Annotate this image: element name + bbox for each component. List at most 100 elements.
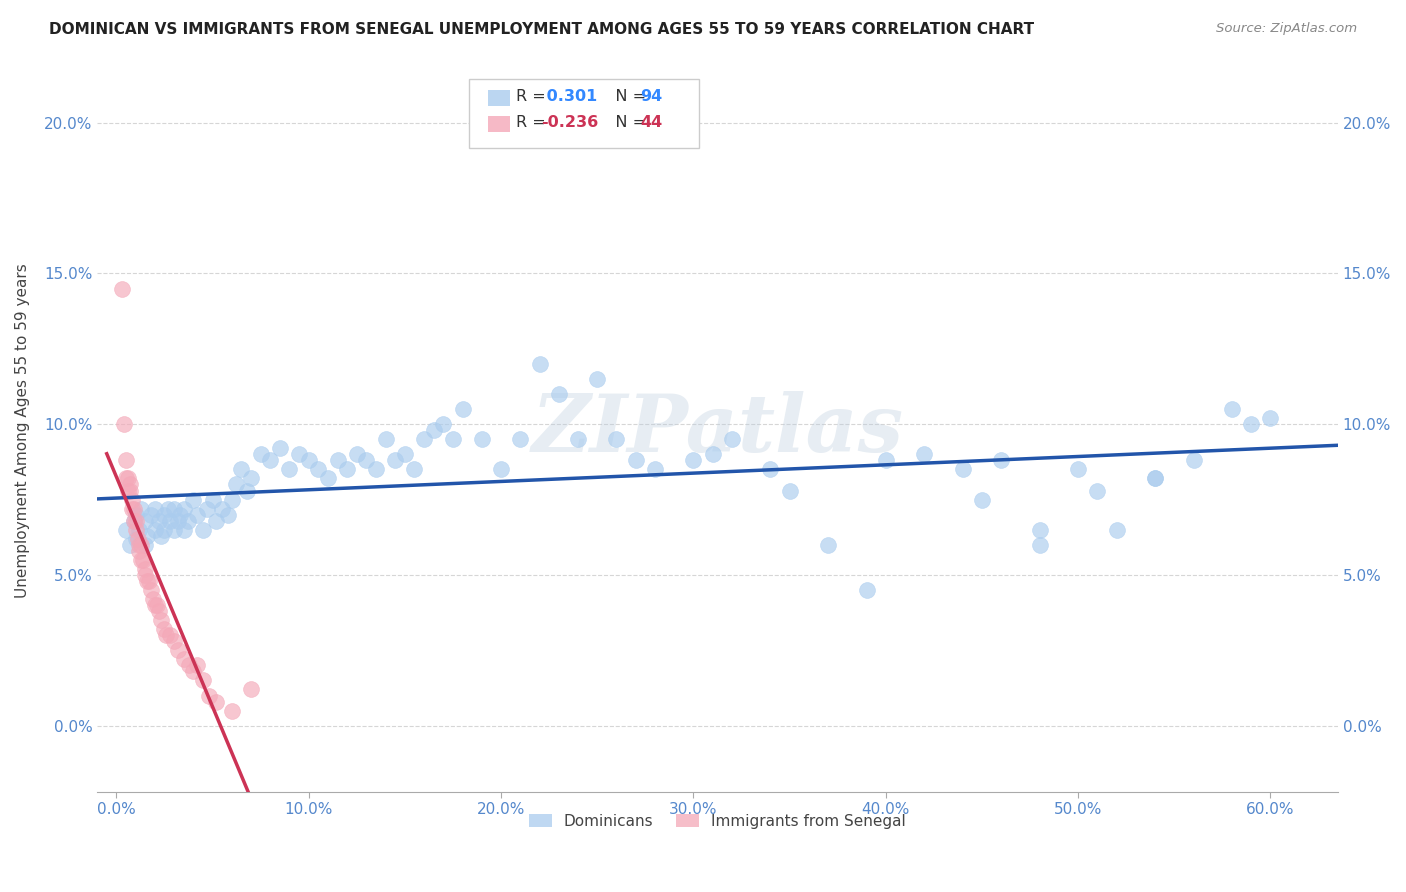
Point bbox=[1144, 471, 1167, 485]
Point bbox=[1028, 523, 1050, 537]
Point bbox=[1260, 411, 1282, 425]
Point bbox=[221, 492, 243, 507]
Point bbox=[153, 622, 176, 636]
Point bbox=[1220, 402, 1243, 417]
Point bbox=[211, 501, 233, 516]
Point bbox=[131, 501, 153, 516]
Point bbox=[441, 432, 464, 446]
Point bbox=[128, 544, 150, 558]
Bar bbox=[488, 116, 510, 132]
Point bbox=[1085, 483, 1108, 498]
Point bbox=[163, 523, 186, 537]
Point bbox=[356, 453, 378, 467]
Point bbox=[128, 523, 150, 537]
Point bbox=[143, 523, 166, 537]
Point bbox=[167, 514, 190, 528]
Point bbox=[148, 604, 170, 618]
Point bbox=[181, 492, 204, 507]
Point bbox=[432, 417, 454, 432]
Point bbox=[326, 453, 349, 467]
Point bbox=[269, 442, 291, 456]
Point bbox=[115, 523, 138, 537]
Point bbox=[1240, 417, 1263, 432]
Point bbox=[148, 514, 170, 528]
Point bbox=[278, 462, 301, 476]
Point bbox=[1028, 538, 1050, 552]
Point bbox=[567, 432, 589, 446]
Point bbox=[155, 628, 177, 642]
Point bbox=[855, 582, 877, 597]
Point bbox=[990, 453, 1012, 467]
Point bbox=[163, 634, 186, 648]
Point bbox=[547, 387, 569, 401]
Point bbox=[173, 501, 195, 516]
Point bbox=[139, 508, 162, 522]
Point bbox=[702, 447, 724, 461]
Point bbox=[131, 553, 153, 567]
Text: R =: R = bbox=[516, 89, 551, 103]
Point bbox=[173, 523, 195, 537]
Point bbox=[124, 508, 146, 522]
Point bbox=[529, 357, 551, 371]
Text: N =: N = bbox=[599, 115, 651, 130]
Point bbox=[191, 673, 214, 688]
Point bbox=[394, 447, 416, 461]
Point bbox=[115, 453, 138, 467]
Point bbox=[186, 508, 208, 522]
Point bbox=[236, 483, 259, 498]
Point bbox=[191, 523, 214, 537]
Point bbox=[1144, 471, 1167, 485]
Point bbox=[201, 492, 224, 507]
Text: N =: N = bbox=[599, 89, 651, 103]
Point bbox=[149, 613, 172, 627]
Point bbox=[451, 402, 474, 417]
Point bbox=[122, 514, 145, 528]
Point bbox=[364, 462, 387, 476]
Point bbox=[817, 538, 839, 552]
Point bbox=[205, 514, 228, 528]
Point bbox=[1105, 523, 1128, 537]
Point bbox=[131, 538, 153, 552]
Point bbox=[471, 432, 494, 446]
Text: 0.301: 0.301 bbox=[541, 89, 598, 103]
Point bbox=[118, 477, 141, 491]
Point bbox=[122, 501, 145, 516]
Point bbox=[139, 582, 162, 597]
Point bbox=[128, 538, 150, 552]
FancyBboxPatch shape bbox=[470, 79, 699, 148]
Point bbox=[240, 682, 263, 697]
Point bbox=[952, 462, 974, 476]
Point bbox=[145, 598, 167, 612]
Point bbox=[121, 501, 143, 516]
Point bbox=[153, 523, 176, 537]
Point bbox=[112, 417, 135, 432]
Point bbox=[221, 704, 243, 718]
Text: DOMINICAN VS IMMIGRANTS FROM SENEGAL UNEMPLOYMENT AMONG AGES 55 TO 59 YEARS CORR: DOMINICAN VS IMMIGRANTS FROM SENEGAL UNE… bbox=[49, 22, 1035, 37]
Text: 94: 94 bbox=[641, 89, 662, 103]
Point bbox=[159, 514, 181, 528]
Point bbox=[225, 477, 247, 491]
Point bbox=[217, 508, 239, 522]
Point bbox=[143, 501, 166, 516]
Point bbox=[159, 628, 181, 642]
Point bbox=[169, 508, 191, 522]
Point bbox=[307, 462, 329, 476]
Text: -0.236: -0.236 bbox=[541, 115, 599, 130]
Point bbox=[1182, 453, 1205, 467]
Point bbox=[136, 529, 159, 543]
Point bbox=[153, 508, 176, 522]
Point bbox=[118, 538, 141, 552]
Point bbox=[124, 514, 146, 528]
Point bbox=[249, 447, 271, 461]
Point bbox=[624, 453, 647, 467]
Point bbox=[197, 689, 219, 703]
Point bbox=[142, 592, 165, 607]
Point bbox=[181, 665, 204, 679]
Y-axis label: Unemployment Among Ages 55 to 59 years: Unemployment Among Ages 55 to 59 years bbox=[15, 263, 30, 598]
Point bbox=[779, 483, 801, 498]
Point bbox=[374, 432, 396, 446]
Point bbox=[179, 658, 201, 673]
Point bbox=[134, 538, 156, 552]
Point bbox=[231, 462, 253, 476]
Point bbox=[759, 462, 782, 476]
